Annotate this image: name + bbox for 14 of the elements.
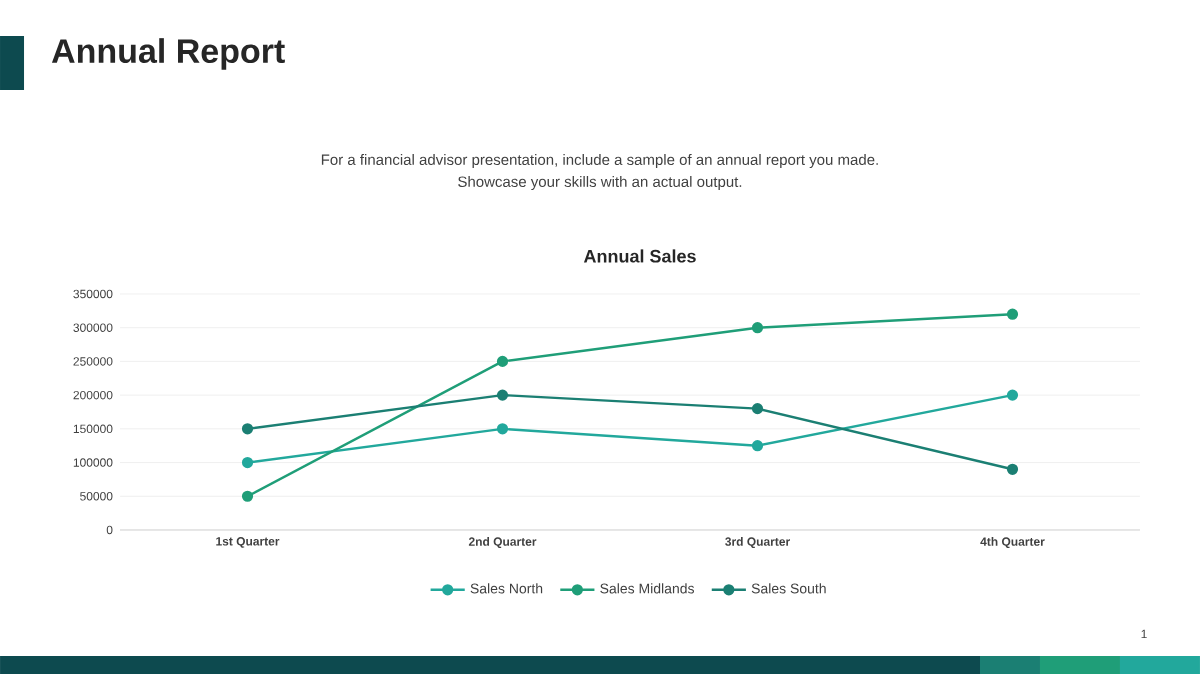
text: Annual Report [51,38,285,70]
point [241,456,254,469]
point [1006,463,1019,475]
chart-title: Annual Sales [583,249,696,263]
point [496,389,509,401]
point [1006,308,1019,320]
point [241,423,254,435]
point [751,403,764,415]
point [1006,389,1019,401]
point [241,490,254,502]
point [496,423,509,435]
point [751,440,764,452]
point [496,355,509,367]
point [751,322,764,334]
